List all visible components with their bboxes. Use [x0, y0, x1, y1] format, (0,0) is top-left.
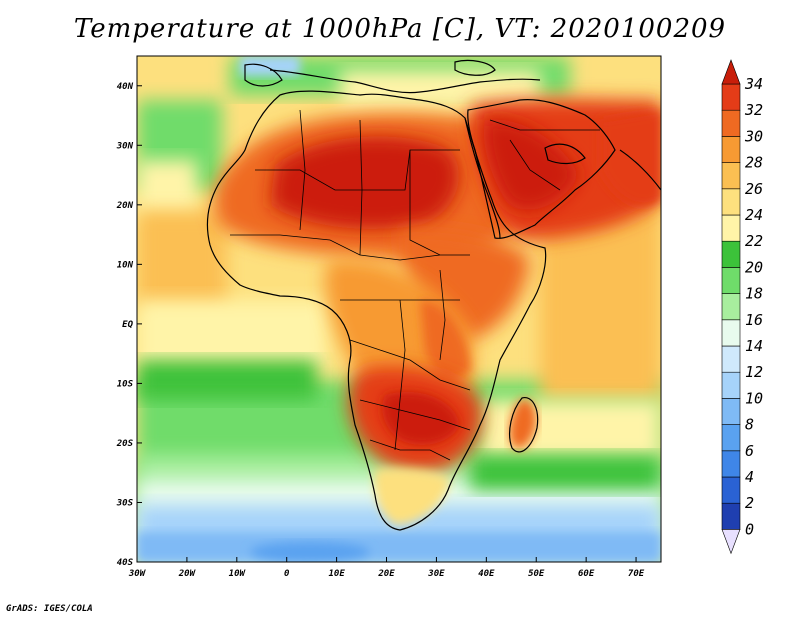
- colorbar-box: [721, 214, 741, 242]
- lon-tick-label: 0: [284, 569, 290, 579]
- coastlines: [206, 59, 661, 531]
- colorbar-over-triangle: [721, 59, 741, 85]
- colorbar-box: [721, 267, 741, 294]
- lon-tick-label: 60E: [578, 569, 595, 579]
- colorbar-label: 0: [745, 520, 754, 538]
- map-title: Temperature at 1000hPa [C], VT: 20201002…: [73, 14, 727, 44]
- colorbar-label: 30: [744, 127, 763, 145]
- colorbar-box: [721, 83, 741, 111]
- colorbar-label: 2: [745, 494, 754, 512]
- lat-axis: 40N 30N 20N 10N EQ 10S 20S 30S 40S: [116, 82, 142, 568]
- lon-tick-label: 40E: [478, 569, 495, 579]
- colorbar-label: 34: [744, 75, 763, 93]
- colorbar-label: 8: [745, 416, 754, 434]
- lat-tick-label: 20N: [116, 201, 134, 211]
- colorbar-box: [721, 109, 741, 137]
- colorbar-box: [721, 476, 741, 504]
- lon-tick-label: 20E: [377, 569, 395, 579]
- lat-tick-label: 30S: [116, 498, 134, 508]
- lat-tick-label: 10S: [117, 379, 134, 389]
- colorbar-label: 14: [745, 337, 763, 355]
- lat-tick-label: 40S: [117, 558, 134, 568]
- lon-tick-label: 10W: [229, 569, 247, 579]
- lon-tick-label: 70E: [628, 569, 645, 579]
- colorbar-label: 28: [745, 154, 763, 172]
- colorbar-box: [721, 162, 741, 190]
- lat-tick-label: 40N: [117, 82, 134, 92]
- colorbar-label: 4: [745, 468, 754, 486]
- colorbar-box: [721, 450, 741, 478]
- lon-axis: 30W 20W 10W 0 10E 20E 30E 40E 50E 60E 70E: [128, 557, 645, 579]
- colorbar-box: [721, 319, 741, 347]
- colorbar-label: 6: [745, 442, 754, 460]
- colorbar-label: 18: [745, 285, 763, 303]
- colorbar-label: 16: [745, 311, 763, 329]
- colorbar-box: [721, 188, 741, 216]
- lon-tick-label: 50E: [528, 569, 545, 579]
- colorbar-label: 12: [745, 363, 763, 381]
- lon-tick-label: 20W: [178, 569, 197, 579]
- lon-tick-label: 30E: [427, 569, 445, 579]
- colorbar-box: [721, 293, 741, 321]
- colorbar-box: [721, 240, 741, 268]
- colorbar-box: [721, 371, 741, 399]
- colorbar-label: 20: [745, 258, 763, 276]
- colorbar-box: [721, 345, 741, 373]
- country-borders: [230, 109, 600, 461]
- colorbar-under-triangle: [721, 529, 741, 555]
- map-frame: [136, 55, 662, 563]
- colorbar-label: 32: [744, 101, 763, 119]
- temperature-field: [137, 56, 661, 562]
- credit-text: GrADS: IGES/COLA: [6, 604, 93, 614]
- lon-tick-label: 10E: [328, 569, 345, 579]
- colorbar-label: 26: [745, 180, 763, 198]
- colorbar-label: 24: [745, 206, 763, 224]
- colorbar-label: 22: [745, 232, 763, 250]
- lon-tick-label: 30W: [128, 569, 147, 579]
- lat-tick-label: 20S: [116, 439, 134, 449]
- colorbar-label: 10: [745, 389, 763, 407]
- colorbar-box: [721, 136, 741, 163]
- colorbar-box: [721, 502, 741, 530]
- lat-tick-label: EQ: [122, 320, 133, 330]
- lat-tick-label: 10N: [117, 260, 134, 270]
- colorbar-box: [721, 398, 741, 425]
- lat-tick-label: 30N: [116, 141, 134, 151]
- colorbar-box: [721, 424, 741, 452]
